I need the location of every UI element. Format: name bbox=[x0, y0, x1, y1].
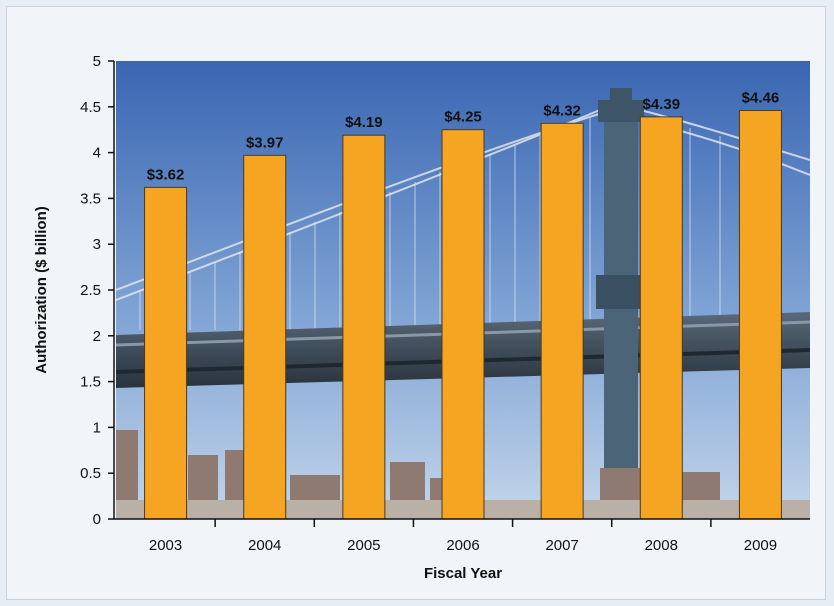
y-axis-title: Authorization ($ billion) bbox=[33, 206, 50, 373]
y-tick-label: 4.5 bbox=[80, 99, 101, 116]
y-tick-label: 3 bbox=[93, 236, 101, 253]
bar-2004 bbox=[243, 154, 287, 520]
y-tick-label: 0 bbox=[93, 511, 101, 528]
data-label-2003: $3.62 bbox=[147, 166, 185, 183]
x-tick-label-2004: 2004 bbox=[248, 537, 281, 554]
data-label-2009: $4.46 bbox=[742, 89, 780, 106]
data-label-2005: $4.19 bbox=[345, 114, 383, 131]
x-tick-label-2005: 2005 bbox=[347, 537, 380, 554]
y-tick-label: 1.5 bbox=[80, 374, 101, 391]
y-tick-label: 1 bbox=[93, 419, 101, 436]
bar-2009 bbox=[738, 109, 782, 520]
data-label-2008: $4.39 bbox=[643, 96, 681, 113]
data-label-2004: $3.97 bbox=[246, 134, 284, 151]
x-tick-label-2009: 2009 bbox=[744, 537, 777, 554]
x-tick-label-2003: 2003 bbox=[149, 537, 182, 554]
bar-2005 bbox=[342, 134, 386, 520]
y-tick-label: 0.5 bbox=[80, 465, 101, 482]
bar-2003 bbox=[144, 186, 188, 520]
y-tick-label: 2.5 bbox=[80, 282, 101, 299]
bar-2006 bbox=[441, 129, 485, 520]
y-tick-label: 2 bbox=[93, 328, 101, 345]
y-tick-label: 5 bbox=[93, 53, 101, 70]
bar-2008 bbox=[639, 116, 683, 520]
plot-area: $3.62 $3.97 $4.19 $4.25 $4.32 $4.39 $4.46 bbox=[144, 89, 782, 520]
data-label-2007: $4.32 bbox=[543, 102, 581, 119]
x-axis-title: Fiscal Year bbox=[424, 565, 502, 582]
y-axis: 0 0.5 1 1.5 2 2.5 3 3.5 4 4.5 5 bbox=[80, 53, 115, 528]
x-tick-label-2007: 2007 bbox=[545, 537, 578, 554]
x-tick-label-2008: 2008 bbox=[645, 537, 678, 554]
x-tick-label-2006: 2006 bbox=[446, 537, 479, 554]
y-tick-label: 3.5 bbox=[80, 190, 101, 207]
bar-2007 bbox=[540, 122, 584, 520]
data-label-2006: $4.25 bbox=[444, 109, 482, 126]
y-tick-label: 4 bbox=[93, 145, 101, 162]
x-axis: 2003 2004 2005 2006 2007 2008 2009 bbox=[114, 518, 810, 554]
